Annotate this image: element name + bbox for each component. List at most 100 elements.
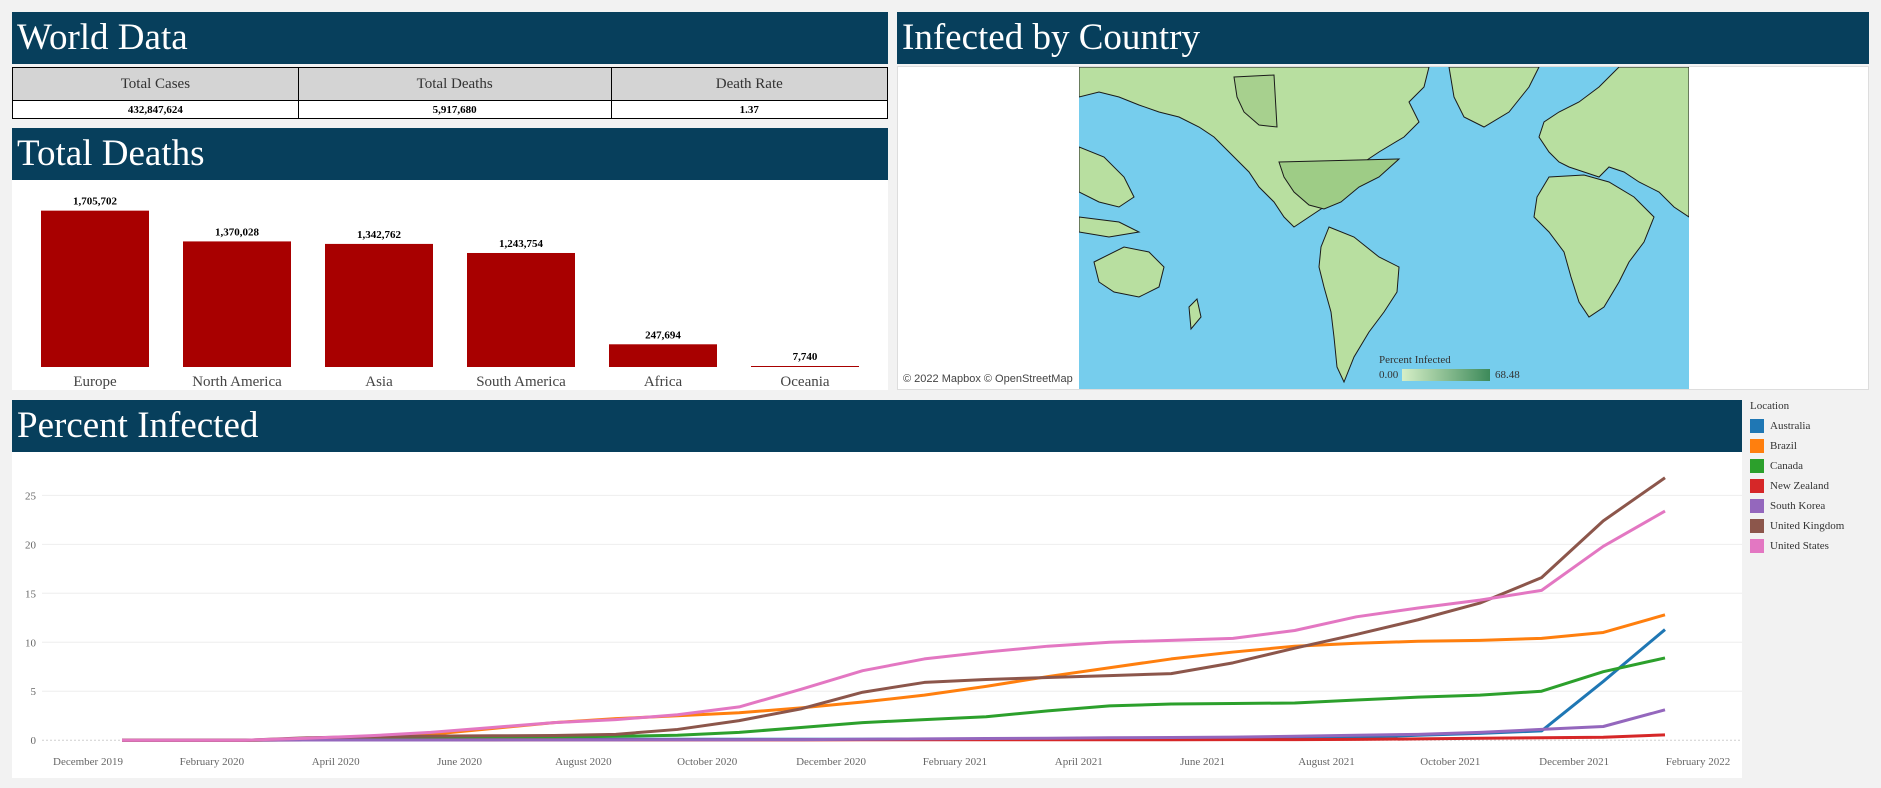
series-line-australia (122, 628, 1666, 742)
map-panel: Percent Infected 0.00 68.48 (897, 66, 1869, 390)
total-deaths-title: Total Deaths (12, 128, 888, 180)
bar-data-label: 7,740 (793, 351, 818, 363)
eurasia-landmass (1538, 67, 1689, 218)
legend-item-united-states[interactable]: United States (1750, 536, 1844, 556)
bar-asia (325, 243, 433, 367)
legend-item-south-korea[interactable]: South Korea (1750, 496, 1844, 516)
legend-swatch (1750, 519, 1764, 533)
total-deaths-header: Total Deaths (297, 67, 612, 101)
location-legend-title: Location (1750, 400, 1790, 412)
alaska-region (1233, 74, 1278, 128)
legend-swatch (1750, 479, 1764, 493)
x-tick-label: October 2020 (677, 756, 738, 768)
world-map[interactable]: Percent Infected 0.00 68.48 (1079, 67, 1689, 389)
legend-item-united-kingdom[interactable]: United Kingdom (1750, 516, 1844, 536)
legend-item-canada[interactable]: Canada (1750, 456, 1844, 476)
y-tick-label: 25 (25, 490, 37, 502)
south-america-landmass (1318, 226, 1400, 384)
world-data-title: World Data (12, 12, 888, 64)
series-line-united-kingdom (122, 476, 1666, 742)
x-tick-label: December 2020 (796, 756, 866, 768)
bar-data-label: 1,705,702 (73, 196, 118, 208)
bar-oceania (751, 366, 859, 367)
map-legend-min: 0.00 (1379, 369, 1399, 381)
legend-label: Australia (1770, 420, 1811, 432)
legend-swatch (1750, 459, 1764, 473)
legend-label: Brazil (1770, 440, 1797, 452)
australia-landmass (1093, 246, 1165, 298)
bar-data-label: 1,342,762 (357, 229, 402, 241)
greenland-landmass (1448, 67, 1540, 128)
y-tick-label: 10 (25, 637, 37, 649)
legend-swatch (1750, 419, 1764, 433)
x-tick-label: December 2019 (53, 756, 123, 768)
bar-category-label: North America (192, 374, 282, 390)
new-zealand-landmass (1188, 298, 1202, 331)
x-tick-label: February 2021 (923, 756, 987, 768)
indonesia-islands (1079, 216, 1141, 238)
y-tick-label: 20 (25, 539, 37, 551)
y-tick-label: 15 (25, 588, 37, 600)
x-tick-label: April 2020 (312, 756, 360, 768)
asia-left-edge (1079, 146, 1135, 208)
x-tick-label: February 2020 (180, 756, 245, 768)
total-cases-header: Total Cases (12, 67, 299, 101)
legend-item-new-zealand[interactable]: New Zealand (1750, 476, 1844, 496)
x-tick-label: February 2022 (1666, 756, 1730, 768)
north-america-landmass (1079, 67, 1430, 228)
world-data-header-row: Total Cases Total Deaths Death Rate (12, 67, 889, 101)
legend-label: South Korea (1770, 500, 1826, 512)
x-tick-label: April 2021 (1055, 756, 1103, 768)
world-data-table: Total Cases Total Deaths Death Rate 432,… (12, 67, 889, 119)
bar-data-label: 247,694 (645, 329, 681, 341)
legend-swatch (1750, 539, 1764, 553)
bar-africa (609, 344, 717, 367)
bar-europe (41, 210, 149, 367)
usa-region (1278, 158, 1401, 210)
world-data-value-row: 432,847,624 5,917,680 1.37 (12, 100, 889, 119)
map-credit: © 2022 Mapbox © OpenStreetMap (903, 373, 1073, 385)
legend-item-australia[interactable]: Australia (1750, 416, 1844, 436)
total-deaths-panel: 1,705,702 Europe 1,370,028 North America 1,3… (12, 180, 888, 390)
map-legend-title: Percent Infected (1379, 354, 1451, 366)
x-tick-label: December 2021 (1539, 756, 1609, 768)
bar-category-label: South America (476, 374, 566, 390)
infected-by-country-title: Infected by Country (897, 12, 1869, 64)
percent-infected-panel: 0 5 10 15 20 25 December 2019 February 2020 Apri… (12, 452, 1742, 778)
death-rate-header: Death Rate (610, 67, 889, 101)
percent-infected-title: Percent Infected (12, 400, 1742, 452)
series-line-south-korea (122, 708, 1666, 742)
legend-label: Canada (1770, 460, 1803, 472)
y-tick-label: 0 (31, 735, 37, 747)
legend-label: United Kingdom (1770, 520, 1845, 532)
legend-label: United States (1770, 540, 1829, 552)
x-tick-label: August 2020 (555, 756, 612, 768)
legend-label: New Zealand (1770, 480, 1829, 492)
total-deaths-value: 5,917,680 (297, 100, 612, 119)
location-legend: Location Australia Brazil Canada New Zealan… (1750, 400, 1844, 556)
death-rate-value: 1.37 (610, 100, 889, 119)
map-legend-max: 68.48 (1495, 369, 1520, 381)
bar-category-label: Africa (644, 374, 683, 390)
legend-swatch (1750, 439, 1764, 453)
bar-data-label: 1,370,028 (215, 226, 260, 238)
y-tick-label: 5 (31, 686, 37, 698)
map-land (1079, 67, 1689, 384)
legend-swatch (1750, 499, 1764, 513)
bar-category-label: Oceania (780, 374, 829, 390)
total-deaths-bar-chart: 1,705,702 Europe 1,370,028 North America 1,3… (41, 196, 859, 390)
legend-item-brazil[interactable]: Brazil (1750, 436, 1844, 456)
x-tick-label: October 2021 (1420, 756, 1480, 768)
x-tick-label: June 2020 (437, 756, 482, 768)
x-tick-label: June 2021 (1180, 756, 1225, 768)
bar-north-america (183, 241, 291, 367)
bar-category-label: Europe (73, 374, 117, 390)
bar-category-label: Asia (365, 374, 393, 390)
bar-data-label: 1,243,754 (499, 238, 544, 250)
x-tick-label: August 2021 (1298, 756, 1355, 768)
percent-infected-line-chart: 0 5 10 15 20 25 December 2019 February 2020 Apri… (25, 476, 1742, 768)
map-legend-gradient (1402, 369, 1490, 381)
total-cases-value: 432,847,624 (12, 100, 299, 119)
bar-south-america (467, 252, 575, 367)
africa-landmass (1533, 174, 1655, 318)
